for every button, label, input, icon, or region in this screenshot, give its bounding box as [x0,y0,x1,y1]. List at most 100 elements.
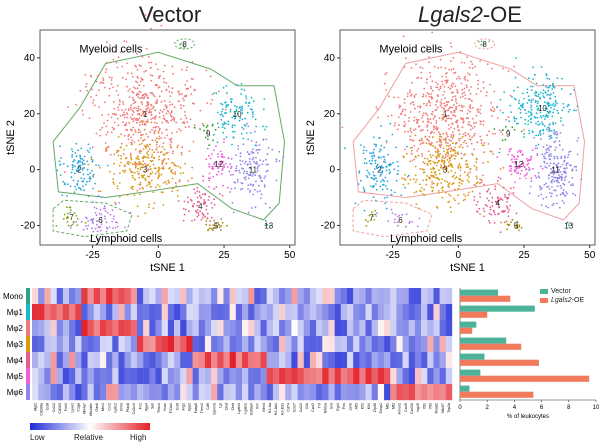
point-cluster-4 [506,196,508,199]
point-cluster-1 [441,80,443,83]
point-cluster-10 [520,116,522,119]
point-cluster-1 [102,79,105,82]
point-cluster-12 [224,162,227,165]
colorscale-low-label: Low [30,433,45,442]
point-cluster-11 [568,181,570,184]
point-cluster-1 [104,142,107,144]
point-cluster-1 [385,141,388,144]
point-cluster-12 [217,156,219,158]
point-cluster-9 [208,144,211,147]
point-cluster-10 [221,126,224,129]
heat-cell [143,384,150,401]
point-cluster-12 [206,147,209,150]
point-cluster-2 [60,157,62,159]
point-cluster-11 [549,152,552,155]
heat-cell [161,352,169,369]
point-cluster-11 [275,179,278,182]
point-cluster-3 [449,150,452,153]
point-cluster-11 [558,177,561,180]
point-cluster-1 [433,131,435,134]
point-cluster-9 [511,126,514,129]
heat-cell [75,384,82,401]
point-cluster-3 [184,162,187,165]
column-label: Vim [256,403,260,409]
point-cluster-10 [530,99,533,102]
point-cluster-1 [422,95,425,98]
point-cluster-3 [430,171,433,174]
point-cluster-1 [487,143,490,145]
point-cluster-1 [376,108,379,111]
point-cluster-1 [460,117,463,120]
point-cluster-1 [418,110,421,113]
point-cluster-5 [218,223,220,226]
point-cluster-1 [115,113,118,116]
point-cluster-1 [118,103,121,106]
point-cluster-3 [129,161,131,164]
point-cluster-3 [454,142,457,145]
point-cluster-1 [397,96,400,99]
point-cluster-1 [416,150,419,152]
heat-cell [359,288,366,305]
point-cluster-9 [507,129,509,132]
point-cluster-11 [566,192,569,195]
point-cluster-2 [377,157,380,159]
point-cluster-1 [417,76,420,79]
point-cluster-3 [157,177,160,180]
point-cluster-11 [548,188,551,190]
point-cluster-1 [446,79,449,82]
heat-cell [56,352,64,369]
heat-cell [32,288,39,305]
point-cluster-3 [138,193,141,196]
point-cluster-11 [545,149,547,151]
point-cluster-11 [569,150,572,153]
point-cluster-1 [111,76,113,79]
heat-cell [99,336,107,353]
point-cluster-1 [447,117,450,120]
heat-cell [62,336,70,353]
point-cluster-11 [232,173,234,176]
point-cluster-8 [480,40,483,43]
point-cluster-12 [514,162,517,165]
point-cluster-1 [438,144,441,146]
point-cluster-12 [531,149,534,152]
point-cluster-1 [448,139,451,141]
point-cluster-1 [149,67,152,69]
point-cluster-11 [263,177,266,180]
point-cluster-5 [205,223,208,226]
heat-cell [279,352,286,369]
point-cluster-10 [222,131,225,134]
heat-cell [260,288,267,305]
point-cluster-11 [552,167,555,170]
point-cluster-6 [393,221,396,224]
cluster-label-9: 9 [506,129,511,138]
point-cluster-1 [93,104,96,107]
point-cluster-11 [544,152,546,155]
point-cluster-10 [217,122,219,125]
point-cluster-5 [220,225,223,227]
heat-cell [87,368,94,385]
point-cluster-4 [489,221,491,224]
point-cluster-3 [118,182,121,184]
point-cluster-10 [530,112,533,115]
heat-cell [112,352,119,369]
lymphoid-label: Lymphoid cells [390,233,463,245]
point-cluster-2 [378,150,381,153]
point-cluster-6 [114,203,117,206]
point-cluster-2 [390,189,393,192]
heat-cell [427,384,434,401]
point-cluster-3 [178,180,181,183]
point-cluster-3 [452,135,455,138]
point-cluster-3 [441,189,444,192]
point-cluster-1 [439,87,442,90]
heat-cell [365,288,372,305]
point-cluster-1 [117,94,120,96]
heat-cell [266,304,274,321]
point-cluster-3 [171,177,174,180]
point-cluster-3 [151,149,154,151]
point-cluster-2 [97,164,100,167]
point-cluster-3 [443,161,446,164]
point-cluster-2 [89,172,91,175]
point-cluster-1 [181,146,184,149]
point-cluster-7 [75,215,78,217]
point-cluster-1 [172,116,175,119]
